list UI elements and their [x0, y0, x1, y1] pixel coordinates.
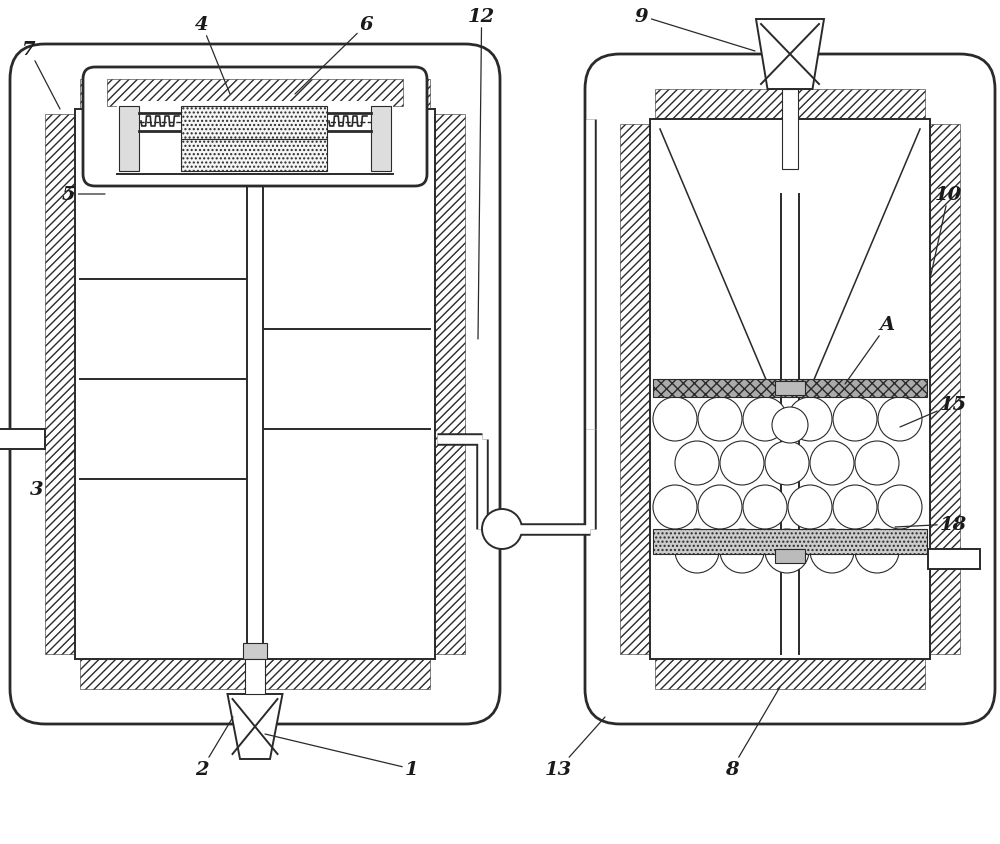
Circle shape: [675, 441, 719, 485]
Bar: [107, 80, 403, 107]
Circle shape: [855, 441, 899, 485]
Circle shape: [482, 510, 522, 549]
Circle shape: [675, 529, 719, 573]
Bar: [119, 107, 139, 172]
Text: 6: 6: [295, 16, 374, 95]
Circle shape: [788, 485, 832, 529]
Text: 12: 12: [468, 8, 495, 339]
Circle shape: [720, 529, 764, 573]
Circle shape: [855, 529, 899, 573]
Circle shape: [653, 485, 697, 529]
Circle shape: [698, 398, 742, 441]
Bar: [181, 107, 327, 172]
Text: 5: 5: [62, 186, 105, 203]
FancyBboxPatch shape: [10, 45, 500, 724]
Circle shape: [720, 441, 764, 485]
Polygon shape: [756, 20, 824, 90]
Bar: [245, 659, 265, 694]
Text: 3: 3: [30, 450, 75, 499]
Text: A: A: [845, 316, 895, 385]
Text: 15: 15: [900, 396, 967, 428]
Bar: [928, 549, 980, 570]
Circle shape: [833, 485, 877, 529]
Bar: [243, 643, 267, 659]
Text: 18: 18: [895, 516, 967, 533]
Bar: [650, 120, 930, 659]
Bar: [75, 110, 435, 659]
Bar: [655, 659, 925, 690]
Bar: [650, 120, 930, 659]
Polygon shape: [228, 694, 283, 759]
Circle shape: [698, 485, 742, 529]
Circle shape: [743, 398, 787, 441]
Bar: [775, 381, 805, 396]
Text: 4: 4: [195, 16, 230, 95]
Bar: [930, 125, 960, 654]
Circle shape: [878, 398, 922, 441]
Bar: [775, 549, 805, 563]
Circle shape: [765, 529, 809, 573]
Text: 13: 13: [545, 717, 605, 778]
Bar: [782, 90, 798, 170]
Text: 10: 10: [930, 186, 962, 279]
Circle shape: [743, 485, 787, 529]
Text: 8: 8: [725, 687, 780, 778]
Bar: [371, 107, 391, 172]
FancyBboxPatch shape: [585, 55, 995, 724]
Circle shape: [653, 398, 697, 441]
Circle shape: [765, 441, 809, 485]
Bar: [75, 110, 435, 659]
FancyBboxPatch shape: [83, 68, 427, 187]
Text: 9: 9: [635, 8, 755, 52]
Bar: [620, 125, 650, 654]
Bar: [80, 659, 430, 690]
Text: 7: 7: [22, 41, 60, 110]
Circle shape: [788, 398, 832, 441]
Circle shape: [878, 485, 922, 529]
Bar: [117, 102, 393, 175]
Text: 2: 2: [195, 717, 233, 778]
Bar: [80, 80, 430, 110]
Bar: [435, 115, 465, 654]
Bar: [653, 529, 927, 555]
Bar: [0, 430, 45, 450]
Bar: [45, 115, 75, 654]
Circle shape: [810, 529, 854, 573]
Text: 1: 1: [265, 734, 419, 778]
Circle shape: [772, 408, 808, 443]
Circle shape: [810, 441, 854, 485]
Bar: [653, 380, 927, 398]
Circle shape: [833, 398, 877, 441]
Bar: [655, 90, 925, 120]
